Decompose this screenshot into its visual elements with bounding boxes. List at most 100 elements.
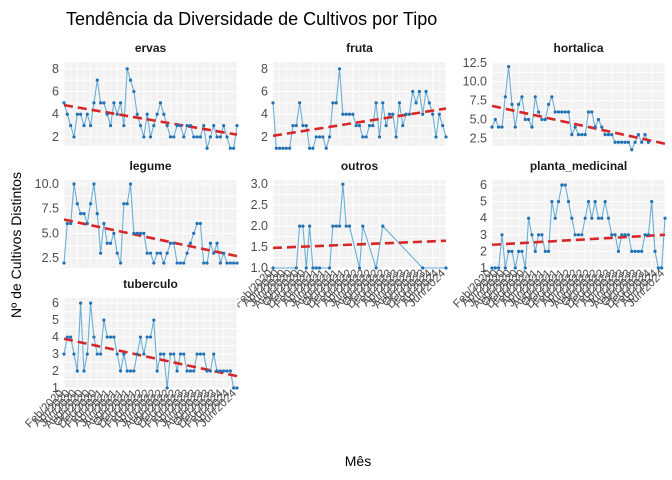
data-point [526,216,531,220]
data-point [593,125,597,129]
data-point [367,123,372,128]
data-point [215,369,219,373]
facet-ervas: ervas 2 4 6 8 [52,41,239,150]
data-point [118,261,123,265]
data-point [556,199,561,204]
data-point [341,112,345,116]
data-point [225,261,229,265]
data-point [510,102,514,106]
data-point [178,352,183,356]
data-point [573,233,577,237]
data-point [182,135,186,139]
data-point [132,231,136,235]
facet-legume: legume 2.5 5.0 7.5 10.0 [35,159,239,268]
data-point [540,233,544,237]
data-point [202,261,206,265]
data-point [610,133,614,137]
data-point [105,241,109,245]
facet-panels: ervas 2 4 6 8 fruta 2 4 6 8 hortalica 2.5 5.0 7.5 10.0… [23,41,667,431]
data-point [530,125,534,129]
data-point [620,233,624,237]
trend-line [63,218,238,258]
data-point [182,352,186,356]
data-point [586,199,591,204]
data-point [158,101,163,105]
y-tick-label: 6 [261,85,268,99]
facet-planta_medicinal: planta_medicinal123456Feb/2020Apr/2020Ju… [451,159,667,311]
data-point [344,224,348,228]
data-point [122,123,126,128]
data-point [142,231,146,235]
data-point [298,101,302,105]
data-point [82,123,86,128]
facet-fruta: fruta 2 4 6 8 [261,41,448,151]
data-point [118,369,123,373]
data-point [503,95,507,99]
data-point [550,95,554,99]
y-tick-label: 3 [480,228,487,242]
data-point [195,352,199,356]
data-point [397,101,402,105]
data-point [520,95,524,99]
data-point [95,352,99,356]
data-point [553,110,557,114]
data-point [192,135,196,139]
data-point [125,369,129,373]
y-tick-label: 7.5 [42,202,59,216]
data-point [142,352,146,356]
data-point [225,135,229,139]
data-point [92,182,96,186]
data-point [301,224,305,228]
data-point [175,369,179,373]
data-point [288,146,292,150]
data-point [656,266,660,270]
y-tick-label: 4 [52,107,59,121]
data-point [75,112,79,116]
data-point [152,318,156,322]
data-point [613,233,617,237]
data-point [563,110,567,114]
data-point [510,249,514,253]
facet-outros: outros1.01.52.02.53.0Feb/2020Apr/2020Jun… [232,159,448,311]
y-tick-label: 5.0 [470,113,487,127]
trend-line [491,233,666,247]
y-tick-label: 3.0 [251,177,268,191]
y-tick-label: 6 [52,296,59,310]
data-point [89,123,93,128]
data-point [112,231,116,235]
data-point [633,140,637,144]
data-point [165,123,169,128]
data-point [108,123,113,128]
data-point [497,266,501,270]
data-point [278,146,282,150]
data-point [640,249,644,253]
data-point [294,123,298,128]
data-point [152,261,156,265]
data-point [394,135,398,139]
data-point [331,224,335,228]
data-point [623,233,627,237]
data-point [115,352,119,356]
y-tick-label: 2.5 [251,198,268,212]
data-point [417,89,421,94]
data-point [175,123,179,128]
data-point [192,231,196,235]
data-point [526,117,531,122]
data-point [79,301,83,305]
data-point [556,110,561,114]
data-point [304,266,308,270]
data-point [122,352,126,356]
data-point [327,266,332,270]
y-tick-label: 4 [52,330,59,344]
y-tick-label: 1 [480,261,487,275]
data-point [337,67,342,71]
data-point [188,241,193,245]
data-point [623,140,627,144]
data-point [497,125,501,129]
data-point [573,125,577,129]
data-point [347,112,352,116]
data-point [232,386,236,390]
data-point [517,249,521,253]
data-point [108,335,113,339]
